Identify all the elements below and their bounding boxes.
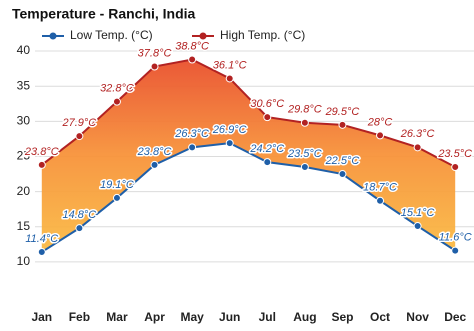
x-tick-label: Apr [144,310,165,324]
data-label: 23.5°C [437,148,472,160]
data-point [150,62,159,71]
data-point [225,139,234,148]
data-label: 18.7°C [363,182,397,194]
data-label: 15.1°C [401,207,435,219]
data-label: 27.9°C [61,117,96,129]
x-tick-label: Aug [293,310,316,324]
data-point [413,222,422,231]
data-label: 24.2°C [249,143,284,155]
data-label: 26.9°C [212,124,247,136]
data-label: 30.6°C [250,98,284,110]
plot: 11.4°C14.8°C19.1°C23.8°C26.3°C 26.9°C24.2… [22,39,474,257]
data-label: 23.8°C [137,146,172,158]
x-tick-label: May [180,310,204,324]
data-label: 29.8°C [287,104,322,116]
data-label: 36.1°C [213,59,247,71]
data-label: 26.3°C [174,128,209,140]
data-label: 23.8°C [24,146,59,158]
x-tick-label: Jul [259,310,276,324]
data-point [338,170,347,179]
data-label: 14.8°C [62,209,96,221]
data-label: 29.5°C [325,106,360,118]
x-tick-label: Nov [406,310,429,324]
x-tick-label: Oct [370,310,390,324]
data-label: 11.4°C [25,233,58,245]
series-line [41,58,456,168]
data-label: 19.1°C [100,179,134,191]
data-point [451,163,460,172]
range-area [41,59,456,253]
y-tick-label: 25 [17,149,31,163]
y-tick-label: 20 [17,184,31,198]
data-point [300,163,309,172]
data-point [263,158,272,167]
data-label: 26.3°C [400,128,435,140]
y-tick-label: 15 [17,219,31,233]
data-point [263,113,272,122]
data-point [413,143,422,152]
data-label: 37.8°C [138,47,172,59]
x-tick-label: Jan [31,310,52,324]
data-point [451,246,460,255]
data-label: 28°C [367,116,393,128]
x-tick-label: Sep [331,310,353,324]
y-tick-label: 40 [17,43,31,57]
data-label: 32.8°C [100,83,134,95]
legend-label: High Temp. (°C) [220,28,305,42]
data-label: 38.8°C [175,40,209,52]
x-tick-label: Mar [106,310,128,324]
area-layer [41,59,456,253]
y-tick-label: 30 [17,114,31,128]
x-tick-label: Jun [219,310,240,324]
data-label: 11.6°C [439,232,472,244]
data-point [300,118,309,127]
legend-label: Low Temp. (°C) [70,28,153,42]
chart-title: Temperature - Ranchi, India [12,6,196,22]
data-point [376,196,385,205]
data-point [188,55,197,64]
x-tick-label: Dec [444,310,466,324]
data-point [75,132,84,141]
series-line [41,142,456,253]
data-point [37,160,46,169]
legend-marker [49,32,57,40]
data-point [37,248,46,257]
data-point [188,143,197,152]
y-tick-label: 10 [17,254,31,268]
data-point [112,97,121,106]
data-point [338,120,347,129]
data-point [150,160,159,169]
data-label: 23.5°C [287,148,322,160]
data-point [376,131,385,140]
legend: Low Temp. (°C) High Temp. (°C) [42,28,305,42]
legend-marker [199,32,207,40]
x-tick-label: Feb [69,310,90,324]
data-label: 22.5°C [325,155,360,167]
data-point [225,74,234,83]
data-point [75,224,84,233]
y-tick-label: 35 [17,78,31,92]
data-point [112,193,121,202]
